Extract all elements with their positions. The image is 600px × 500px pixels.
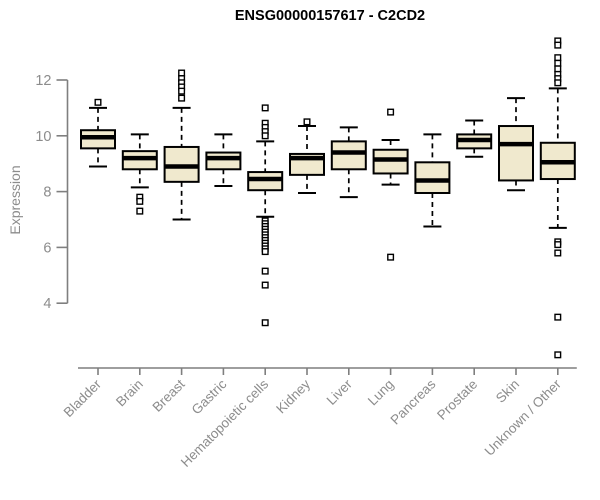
outlier-hematopoietic-cells bbox=[261, 319, 269, 327]
x-category-label: Breast bbox=[150, 376, 188, 414]
outlier-unknown-other bbox=[554, 65, 562, 73]
outlier-lung bbox=[387, 253, 395, 261]
x-category-label: Liver bbox=[324, 376, 356, 408]
y-tick-label: 4 bbox=[43, 296, 51, 312]
outlier-hematopoietic-cells bbox=[261, 281, 269, 289]
outlier-breast bbox=[178, 69, 186, 77]
box-liver bbox=[330, 140, 367, 171]
outlier-unknown-other bbox=[554, 79, 562, 87]
y-tick-label: 8 bbox=[43, 185, 51, 201]
x-category-label: Prostate bbox=[434, 377, 480, 423]
y-tick-label: 10 bbox=[35, 129, 51, 145]
outlier-unknown-other bbox=[554, 249, 562, 257]
outlier-hematopoietic-cells bbox=[261, 104, 269, 112]
x-category-label: Kidney bbox=[273, 376, 313, 416]
x-category-label: Unknown / Other bbox=[482, 376, 565, 459]
outlier-unknown-other bbox=[554, 313, 562, 321]
outlier-unknown-other bbox=[554, 59, 562, 67]
box-pancreas bbox=[414, 161, 451, 194]
outlier-unknown-other bbox=[554, 351, 562, 359]
outlier-lung bbox=[387, 108, 395, 116]
outlier-breast bbox=[178, 87, 186, 95]
outlier-brain bbox=[136, 207, 144, 215]
y-axis-title: Expression bbox=[7, 165, 23, 234]
chart-title: ENSG00000157617 - C2CD2 bbox=[235, 8, 425, 24]
x-category-label: Brain bbox=[113, 377, 146, 410]
x-category-label: Pancreas bbox=[388, 376, 439, 427]
x-category-label: Skin bbox=[493, 377, 522, 406]
box-gastric bbox=[205, 151, 242, 171]
y-tick-label: 6 bbox=[43, 240, 51, 256]
y-tick-label: 12 bbox=[35, 73, 51, 89]
x-category-label: Bladder bbox=[61, 376, 105, 420]
outlier-hematopoietic-cells bbox=[261, 267, 269, 275]
outlier-unknown-other bbox=[554, 54, 562, 62]
x-category-label: Lung bbox=[365, 377, 397, 409]
outlier-unknown-other bbox=[554, 241, 562, 249]
box-skin bbox=[498, 125, 534, 182]
x-category-label: Gastric bbox=[189, 376, 230, 417]
outlier-unknown-other bbox=[554, 41, 562, 49]
outlier-brain bbox=[136, 197, 144, 205]
outlier-breast bbox=[178, 94, 186, 102]
outlier-kidney bbox=[303, 118, 311, 126]
outlier-hematopoietic-cells bbox=[261, 132, 269, 140]
outlier-hematopoietic-cells bbox=[261, 248, 269, 256]
outlier-bladder bbox=[94, 98, 102, 106]
